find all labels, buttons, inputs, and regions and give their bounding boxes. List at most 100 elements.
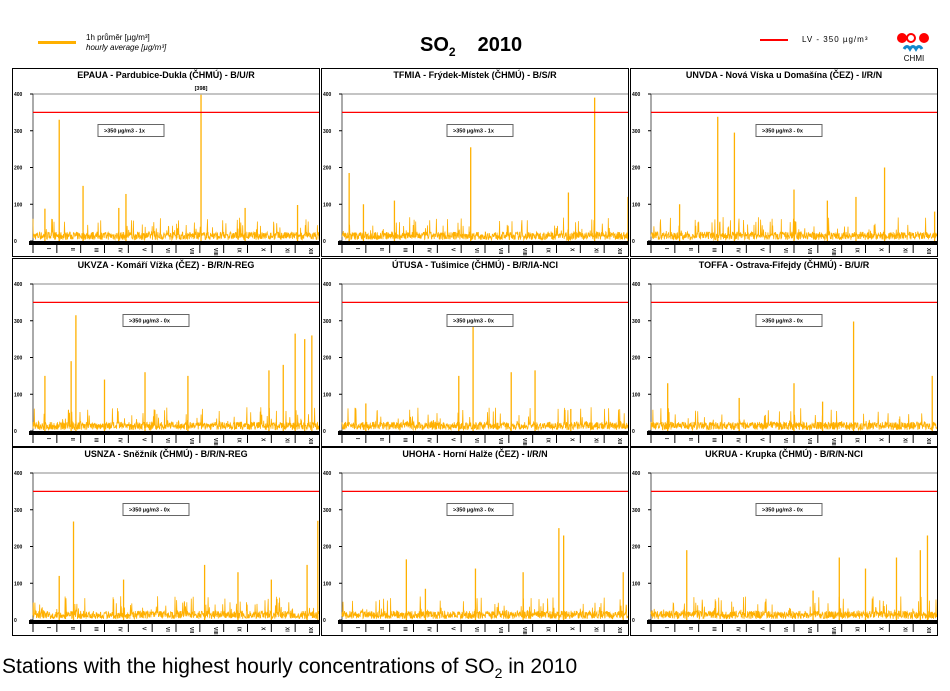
month-label: VIII <box>521 627 527 635</box>
month-label: VII <box>806 627 812 634</box>
y-tick-label: 300 <box>632 319 641 325</box>
y-tick-label: 0 <box>323 239 326 245</box>
month-label: III <box>93 248 99 253</box>
month-label: X <box>568 438 574 442</box>
month-label: II <box>69 248 75 251</box>
month-label: VI <box>473 438 479 443</box>
month-label: X <box>259 627 265 631</box>
month-label: IV <box>425 627 431 632</box>
station-chart: USNZA - Sněžník (ČHMÚ) - B/R/N-REG 0 100 20… <box>12 447 320 636</box>
y-tick-label: 300 <box>632 508 641 514</box>
month-label: XI <box>592 248 598 253</box>
chart-title: USNZA - Sněžník (ČHMÚ) - B/R/N-REG <box>84 449 248 459</box>
hourly-series <box>32 596 319 621</box>
exceedance-box <box>122 503 190 517</box>
month-label: VI <box>782 627 788 632</box>
month-label: III <box>402 248 408 253</box>
month-label: V <box>758 438 764 442</box>
x-axis <box>29 241 319 245</box>
caption: Stations with the highest hourly concent… <box>2 655 578 682</box>
month-label: III <box>93 438 99 443</box>
legend-line2: hourly average [µg/m³] <box>86 43 167 52</box>
month-label: V <box>449 438 455 442</box>
month-label: IV <box>116 627 122 632</box>
month-label: X <box>877 248 883 252</box>
exceedance-label: >350 µg/m3 - 0x <box>129 508 171 514</box>
month-label: IV <box>734 248 740 253</box>
series-legend: 1h průměr [µg/m³] hourly average [µg/m³] <box>38 33 166 53</box>
month-label: IX <box>545 627 551 632</box>
y-tick-label: 100 <box>14 581 23 587</box>
month-label: VIII <box>212 627 218 635</box>
y-tick-label: 0 <box>632 239 635 245</box>
y-tick-label: 400 <box>632 92 641 98</box>
y-tick-label: 400 <box>323 282 332 288</box>
month-label: X <box>877 627 883 631</box>
month-label: X <box>259 248 265 252</box>
station-chart: UKVZA - Komáří Vížka (ČEZ) - B/R/N-REG 0 1… <box>12 258 320 447</box>
chart-title: UKRUA - Krupka (ČHMÚ) - B/R/N-NCI <box>705 449 863 459</box>
month-label: VII <box>497 438 503 445</box>
month-label: X <box>877 438 883 442</box>
x-axis <box>647 241 937 245</box>
x-axis <box>647 620 937 624</box>
hourly-series <box>32 407 319 432</box>
exceedance-box <box>446 503 514 517</box>
month-label: XI <box>283 627 289 632</box>
y-tick-label: 200 <box>323 545 332 551</box>
y-tick-label: 300 <box>14 508 23 514</box>
chart-title: ÚTUSA - Tušimice (ČHMÚ) - B/R/IA-NCI <box>392 260 558 270</box>
exceedance-label: >350 µg/m3 - 0x <box>762 508 804 514</box>
month-label: VII <box>806 248 812 255</box>
month-label: II <box>378 627 384 630</box>
month-label: IV <box>734 627 740 632</box>
month-label: VI <box>164 627 170 632</box>
month-label: IX <box>236 627 242 632</box>
exceedance-label: >350 µg/m3 - 0x <box>453 319 495 325</box>
y-tick-label: 100 <box>323 202 332 208</box>
month-label: VI <box>782 438 788 443</box>
month-label: V <box>140 627 146 631</box>
month-label: V <box>758 627 764 631</box>
month-label: XI <box>901 627 907 632</box>
month-label: I <box>45 438 51 440</box>
month-label: I <box>663 438 669 440</box>
month-label: XI <box>283 438 289 443</box>
y-tick-label: 0 <box>632 429 635 435</box>
station-chart: TFMIA - Frýdek-Místek (ČHMÚ) - B/S/R 0 100… <box>321 68 629 257</box>
month-label: IV <box>425 248 431 253</box>
month-label: VIII <box>521 438 527 446</box>
month-label: I <box>663 248 669 250</box>
y-tick-label: 100 <box>323 581 332 587</box>
month-label: III <box>711 627 717 632</box>
month-label: V <box>140 248 146 252</box>
y-tick-label: 400 <box>14 92 23 98</box>
month-label: II <box>69 627 75 630</box>
month-label: III <box>711 438 717 443</box>
y-tick-label: 400 <box>14 471 23 477</box>
y-tick-label: 200 <box>14 356 23 362</box>
month-label: I <box>663 627 669 629</box>
month-label: IX <box>236 438 242 443</box>
y-tick-label: 300 <box>14 319 23 325</box>
month-label: IV <box>116 248 122 253</box>
exceedance-label: >350 µg/m3 - 0x <box>762 319 804 325</box>
month-label: III <box>711 248 717 253</box>
month-label: V <box>758 248 764 252</box>
month-label: XII <box>616 627 622 634</box>
month-label: IX <box>854 627 860 632</box>
x-axis <box>338 620 628 624</box>
month-label: VI <box>164 248 170 253</box>
y-tick-label: 300 <box>323 508 332 514</box>
max-annotation: [398] <box>195 86 208 92</box>
month-label: VII <box>497 248 503 255</box>
y-tick-label: 200 <box>632 356 641 362</box>
y-tick-label: 200 <box>632 545 641 551</box>
year: 2010 <box>477 34 523 56</box>
month-label: X <box>568 248 574 252</box>
station-chart: UNVDA - Nová Víska u Domašína (ČEZ) - I/… <box>630 68 938 257</box>
month-label: VII <box>497 627 503 634</box>
y-tick-label: 100 <box>323 392 332 398</box>
month-label: XI <box>901 438 907 443</box>
limit-swatch <box>760 38 788 41</box>
